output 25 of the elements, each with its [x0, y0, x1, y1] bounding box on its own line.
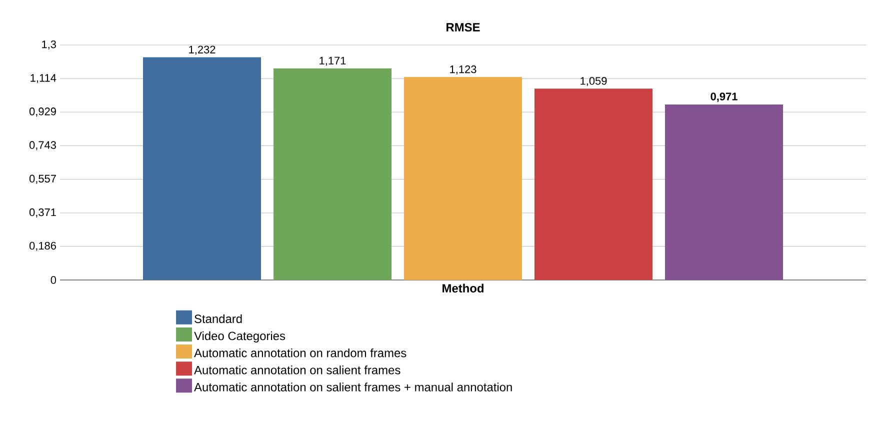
data-label: 1,059 [580, 77, 607, 86]
y-tick-label: 1,114 [30, 74, 56, 84]
legend-label: Automatic annotation on random frames [194, 348, 406, 358]
bar [534, 88, 653, 280]
legend-label: Standard [194, 314, 242, 324]
y-tick-label: 0,929 [29, 108, 56, 117]
bar [274, 68, 392, 280]
legend-label: Automatic annotation on salient frames [194, 366, 400, 374]
y-tick-label: 0,371 [29, 208, 56, 218]
data-label: 1,123 [450, 65, 476, 74]
data-label: 0,971 [710, 92, 738, 102]
y-tick-label: 0 [50, 276, 56, 284]
bar [143, 57, 261, 280]
x-axis-title: Method [442, 284, 484, 293]
data-label: 1,171 [320, 56, 346, 66]
y-tick-label: 0,186 [29, 242, 56, 251]
data-label: 1,232 [189, 46, 216, 55]
legend-label: Video Categories [194, 331, 286, 343]
y-tick-label: 0,557 [29, 174, 56, 184]
legend-label: Automatic annotation on salient frames + manual annotation [194, 382, 512, 392]
bar [665, 104, 784, 280]
chart-title: RMSE [446, 23, 480, 32]
bar [404, 76, 522, 280]
y-tick-label: 1,3 [42, 40, 56, 50]
y-tick-label: 0,743 [29, 141, 56, 150]
